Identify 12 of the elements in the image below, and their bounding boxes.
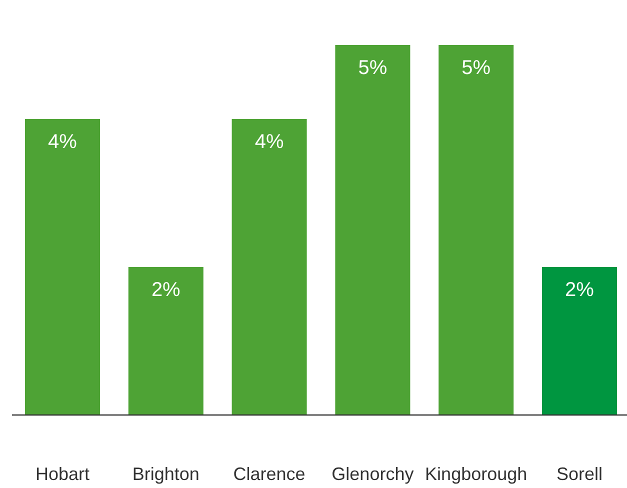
data-label: 2% (151, 279, 181, 301)
data-label: 4% (254, 131, 284, 153)
x-tick-label: Hobart (35, 464, 90, 484)
x-tick-label: Glenorchy (332, 464, 414, 484)
data-label: 5% (358, 57, 388, 79)
x-tick-label: Sorell (556, 464, 603, 484)
data-label: 5% (462, 57, 491, 79)
x-tick-label: Brighton (132, 464, 200, 484)
data-label: 4% (48, 131, 78, 153)
x-tick-label: Clarence (233, 464, 306, 484)
data-label: 2% (565, 279, 594, 301)
x-tick-label: Kingborough (425, 464, 528, 484)
